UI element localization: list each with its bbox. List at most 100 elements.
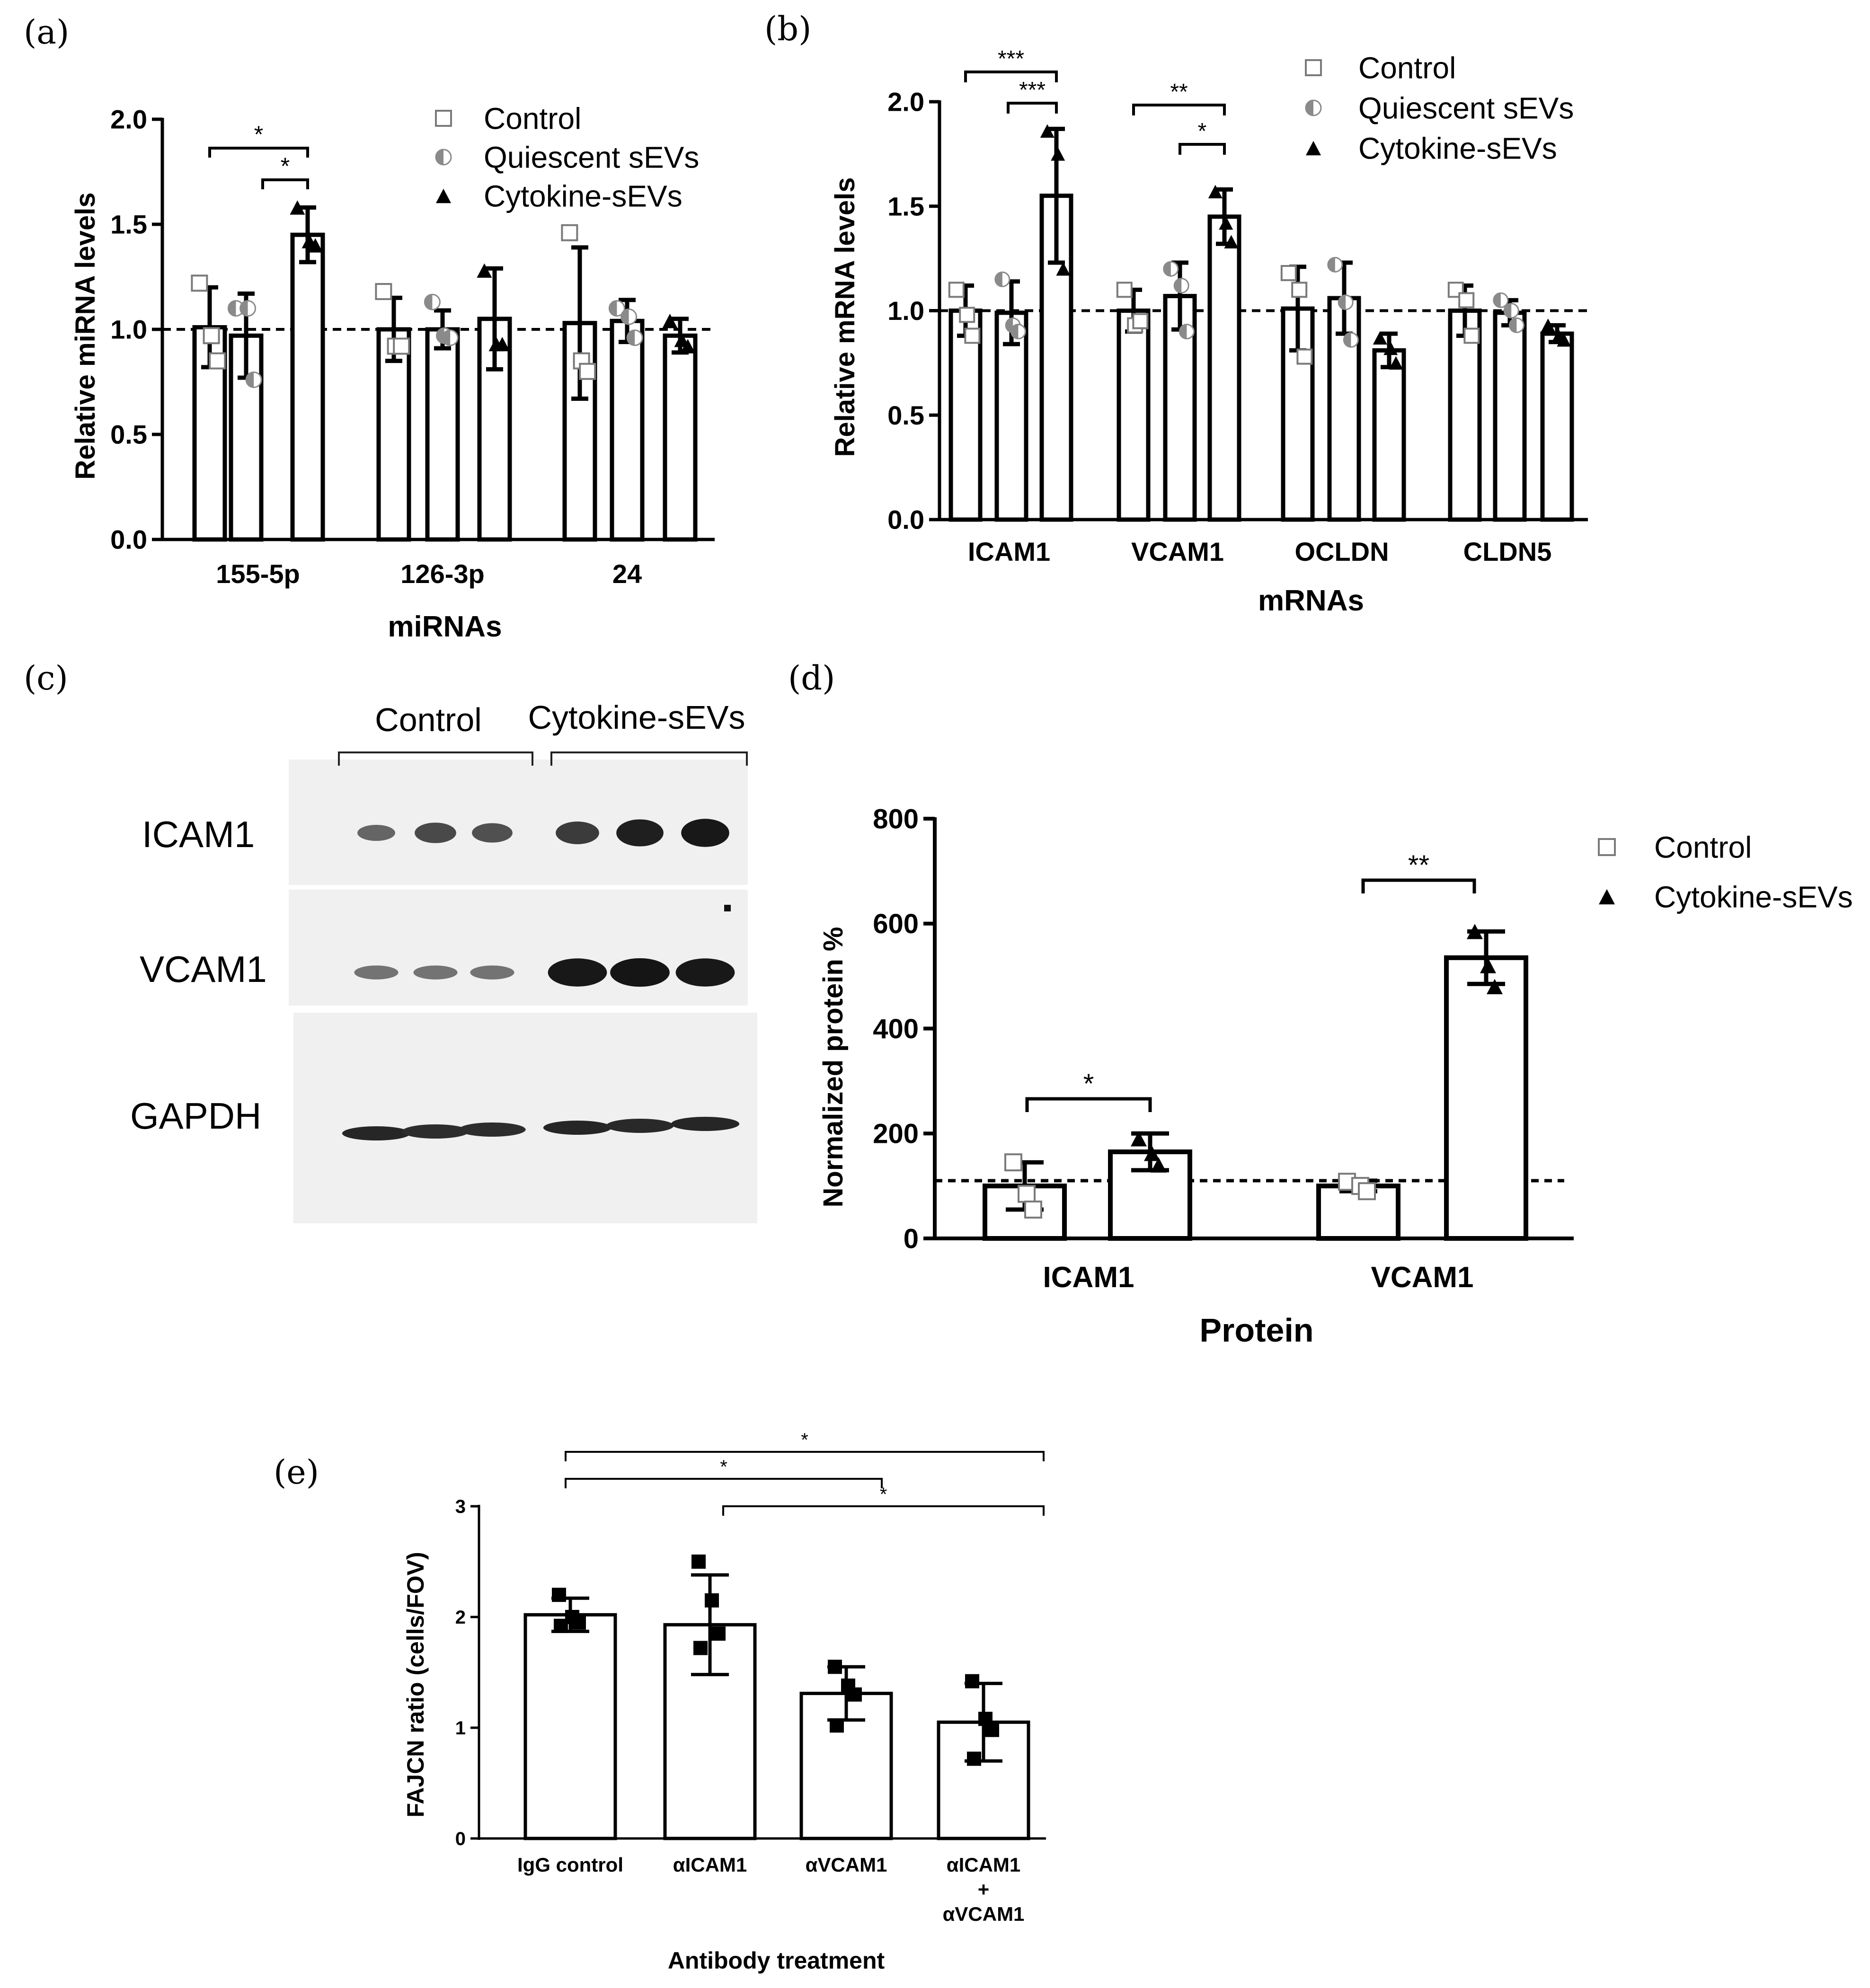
panel-b-y-tick-label: 1.5: [887, 191, 924, 221]
panel-a-y-tick-label: 1.0: [110, 315, 147, 345]
panel-b-data-point: [964, 327, 981, 344]
panel-d-data-point: [1467, 924, 1483, 939]
panel-b-chart: Relative mRNA levels mRNAs 0.0 0.5 1.0 1.5 2…: [830, 46, 1588, 617]
panel-a-data-point: [375, 283, 392, 300]
panel-b-data-point-fill: [1011, 324, 1019, 339]
panel-b-data-point-fill: [1328, 257, 1335, 272]
panel-b-data-point-fill: [1509, 318, 1517, 333]
panel-e-data-point: [711, 1626, 726, 1641]
panel-d-data-point: [1144, 1146, 1160, 1161]
panel-a-data-point: [227, 300, 244, 317]
panel-a-data-point: [239, 300, 257, 317]
panel-b-data-point: [1056, 262, 1071, 276]
panel-a-legend-label: Control: [484, 101, 581, 135]
panel-b-legend-marker-fill: [1306, 100, 1313, 115]
panel-b-bar: [1117, 309, 1151, 522]
panel-b-significance-label: *: [1198, 119, 1207, 144]
blot-band-vcam1: [610, 958, 670, 987]
blot-band-gapdh: [342, 1126, 411, 1140]
panel-b-y-tick-label: 0.0: [887, 505, 924, 535]
panel-a-data-point-fill: [609, 300, 617, 316]
panel-b-data-point: [1173, 278, 1189, 294]
blot-band-gapdh: [402, 1124, 469, 1139]
panel-a-y-axis-label: Relative miRNA levels: [70, 192, 101, 479]
panel-a-data-point-fill: [425, 294, 433, 310]
panel-d-bar: [1444, 955, 1528, 1241]
panel-b-data-point: [1503, 303, 1519, 318]
panel-b-significance-bracket: [1007, 102, 1058, 114]
panel-b-y-axis-label: Relative mRNA levels: [830, 177, 860, 457]
panel-e-data-point: [967, 1751, 981, 1766]
panel-d-data-point: [1487, 979, 1503, 994]
panel-b-legend-marker: [1306, 141, 1321, 156]
panel-e-data-point: [848, 1687, 862, 1702]
panel-d-x-tick-label: VCAM1: [1371, 1261, 1473, 1294]
panel-d-data-point: [1151, 1157, 1167, 1173]
panel-b-data-point: [1541, 318, 1555, 332]
panel-e-x-tick-label: αICAM1: [673, 1854, 747, 1876]
blot-band-vcam1: [675, 958, 735, 987]
panel-a-legend-marker-fill: [436, 150, 443, 165]
panel-b-legend-label: Cytokine-sEVs: [1358, 131, 1557, 165]
panel-b-bar: [1207, 214, 1241, 522]
blot-artifact-dot: [724, 905, 731, 911]
panel-b-data-point: [1051, 147, 1065, 161]
blot-membrane-icam1: [289, 760, 748, 885]
panel-a-data-point-fill: [246, 372, 254, 388]
panel-label-d: (d): [788, 659, 835, 698]
panel-b-data-point: [1219, 216, 1233, 230]
panel-a-data-point: [209, 352, 226, 370]
panel-d-y-tick-label: 600: [873, 909, 919, 939]
blot-band-vcam1: [413, 965, 458, 980]
panel-b-significance-bracket: [1132, 104, 1226, 115]
panel-a-significance-bracket: [208, 147, 309, 158]
panel-b-data-point: [1557, 333, 1571, 347]
panel-e-data-point: [572, 1615, 586, 1630]
panel-a-data-point: [561, 224, 578, 241]
panel-b-data-point: [1179, 324, 1195, 340]
panel-a-data-point: [477, 263, 492, 278]
panel-b-data-point: [1291, 282, 1308, 298]
panel-e-significance-label: *: [880, 1484, 887, 1505]
panel-a-data-point: [245, 371, 262, 389]
panel-b-data-point: [1163, 261, 1179, 277]
panel-d-legend-marker: [1599, 889, 1615, 905]
panel-a-data-point: [662, 314, 678, 328]
western-blot-panel: Control Cytokine-sEVs ICAM1 VCAM1 GAPDH: [130, 699, 757, 1223]
panel-b-x-tick-label: OCLDN: [1294, 537, 1389, 566]
panel-e-y-tick-label: 3: [455, 1496, 466, 1517]
blot-membrane-vcam1: [289, 890, 748, 1006]
blot-band-icam1: [681, 819, 729, 847]
panel-d-significance-label: **: [1408, 850, 1429, 881]
panel-a-data-point: [203, 327, 220, 345]
panel-b-bar: [1372, 348, 1406, 522]
panel-a-y-tick-label: 0.5: [110, 420, 147, 450]
panel-e-data-point: [705, 1593, 719, 1608]
blot-group-bracket-cytokine: [550, 751, 748, 766]
panel-b-data-point: [1208, 185, 1223, 199]
panel-b-bar: [1540, 331, 1574, 522]
blot-band-gapdh: [543, 1121, 612, 1135]
panel-e-significance-label: *: [801, 1430, 808, 1450]
panel-e-y-tick-label: 1: [455, 1718, 466, 1739]
panel-a-legend-label: Cytokine-sEVs: [484, 179, 682, 213]
blot-row-label-gapdh: GAPDH: [130, 1095, 261, 1137]
panel-a-data-point-fill: [443, 330, 451, 345]
panel-a-data-point: [191, 274, 208, 292]
panel-label-e: (e): [274, 1453, 319, 1492]
panel-b-data-point: [1132, 313, 1149, 329]
panel-b-data-point: [959, 307, 975, 323]
blot-row-label-icam1: ICAM1: [142, 813, 255, 855]
blot-band-icam1: [616, 819, 664, 847]
panel-d-significance-bracket: [1025, 1097, 1152, 1112]
panel-e-significance-bracket: [565, 1478, 883, 1488]
blot-band-gapdh: [671, 1117, 740, 1131]
panel-e-bar: [523, 1613, 617, 1840]
panel-b-data-point: [1343, 332, 1359, 348]
panel-b-data-point: [1373, 331, 1387, 345]
panel-a-x-axis-label: miRNAs: [388, 610, 502, 643]
panel-a-data-point: [626, 329, 643, 346]
panel-b-significance-bracket: [964, 71, 1058, 82]
panel-b-legend-marker: [1305, 99, 1322, 116]
panel-a-bar: [610, 318, 645, 542]
